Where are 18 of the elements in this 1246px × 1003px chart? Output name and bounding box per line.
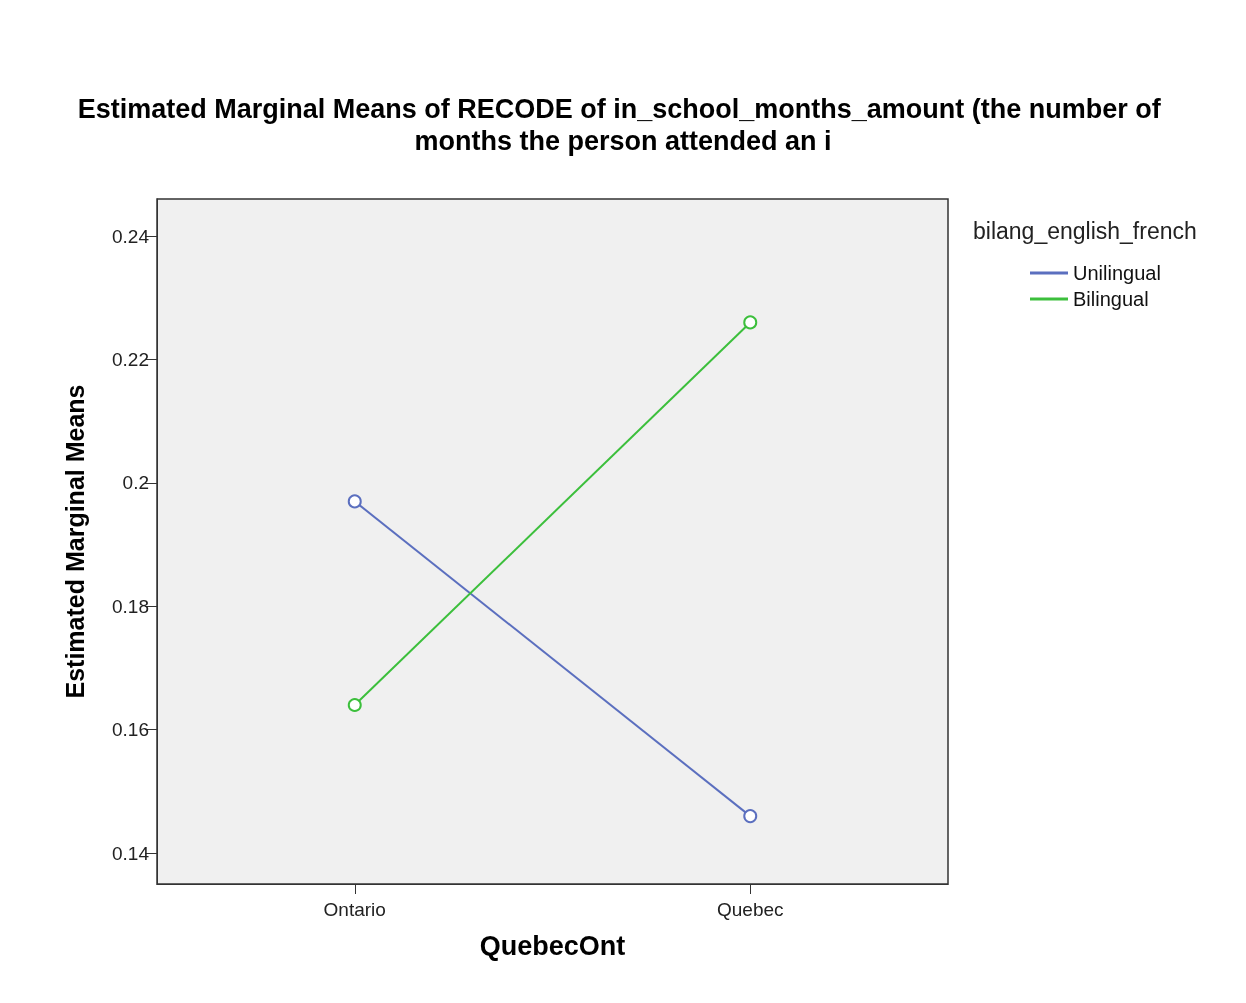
point — [347, 494, 362, 509]
x-axis-title: QuebecOnt — [479, 930, 626, 961]
point — [743, 315, 758, 330]
x-tick-label: Quebec — [716, 899, 784, 920]
chart-title: Estimated Marginal Means of RECODE of in_school_months_amount (the number of months the person attended an i — [77, 94, 1169, 156]
y-tick-label: 0.2 — [122, 472, 149, 494]
legend-label: Unilingual — [1073, 262, 1161, 284]
y-tick-label: 0.14 — [112, 842, 150, 864]
point — [347, 698, 362, 713]
legend-label: Bilingual — [1073, 288, 1149, 310]
y-axis-title: Estimated Marginal Means — [60, 384, 89, 699]
y-tick-label: 0.24 — [112, 225, 150, 247]
y-tick-label: 0.18 — [112, 595, 149, 617]
x-tick-label: Ontario — [323, 899, 386, 920]
y-tick-label: 0.16 — [112, 719, 149, 741]
legend-title: bilang_english_french — [973, 217, 1197, 244]
y-tick-label: 0.22 — [112, 348, 149, 370]
point — [743, 809, 758, 824]
